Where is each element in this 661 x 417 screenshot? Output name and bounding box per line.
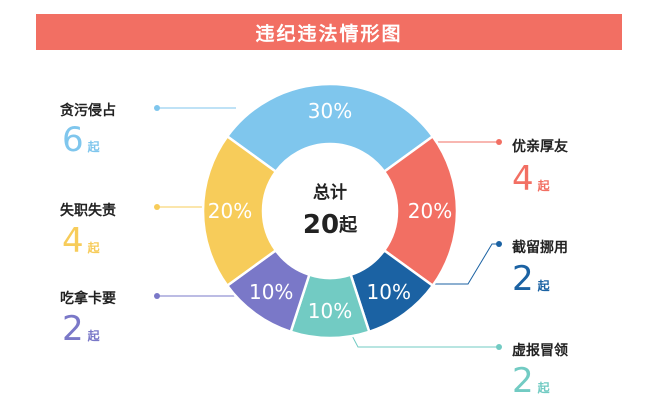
legend-dot-贪污侵占 bbox=[154, 105, 160, 111]
legend-name-优亲厚友: 优亲厚友 bbox=[512, 139, 568, 155]
legend-name-吃拿卡要: 吃拿卡要 bbox=[60, 291, 116, 307]
slice-label-虚报冒领: 10% bbox=[308, 299, 352, 323]
chart-title: 违纪违法情形图 bbox=[255, 22, 403, 45]
center-label: 总计 bbox=[313, 182, 347, 203]
legend-count-unit: 起 bbox=[87, 140, 100, 154]
legend-dot-优亲厚友 bbox=[496, 139, 502, 145]
slice-label-截留挪用: 10% bbox=[367, 280, 411, 304]
legend-name-贪污侵占: 贪污侵占 bbox=[60, 103, 116, 119]
slice-label-吃拿卡要: 10% bbox=[249, 280, 293, 304]
legend-count-value: 6 bbox=[62, 120, 84, 160]
legend-dot-吃拿卡要 bbox=[154, 293, 160, 299]
legend-name-失职失责: 失职失责 bbox=[60, 203, 116, 219]
title-bar: 违纪违法情形图 bbox=[36, 14, 622, 50]
slice-label-失职失责: 20% bbox=[208, 199, 252, 223]
legend-count-value: 4 bbox=[62, 221, 84, 261]
slice-失职失责 bbox=[201, 134, 278, 288]
leader-line-截留挪用 bbox=[424, 243, 499, 285]
legend-count-value: 2 bbox=[512, 259, 534, 299]
donut-center bbox=[264, 145, 396, 277]
legend-count-unit: 起 bbox=[537, 279, 550, 293]
slice-贪污侵占 bbox=[225, 82, 435, 174]
legend-dot-虚报冒领 bbox=[496, 344, 502, 350]
legend-count-unit: 起 bbox=[537, 179, 550, 193]
legend-name-虚报冒领: 虚报冒领 bbox=[512, 343, 568, 359]
legend-count-value: 4 bbox=[512, 159, 534, 199]
legend-count-unit: 起 bbox=[87, 241, 100, 255]
legend-name-截留挪用: 截留挪用 bbox=[512, 240, 568, 256]
slice-label-贪污侵占: 30% bbox=[308, 99, 352, 123]
legend-dot-截留挪用 bbox=[496, 241, 502, 247]
legend-count-value: 2 bbox=[62, 309, 84, 349]
legend-dot-失职失责 bbox=[154, 204, 160, 210]
center-total: 20起 bbox=[303, 210, 358, 240]
legend-count-value: 2 bbox=[512, 361, 534, 401]
legend-count-unit: 起 bbox=[537, 381, 550, 395]
legend-count-unit: 起 bbox=[87, 329, 100, 343]
slice-label-优亲厚友: 20% bbox=[408, 199, 452, 223]
